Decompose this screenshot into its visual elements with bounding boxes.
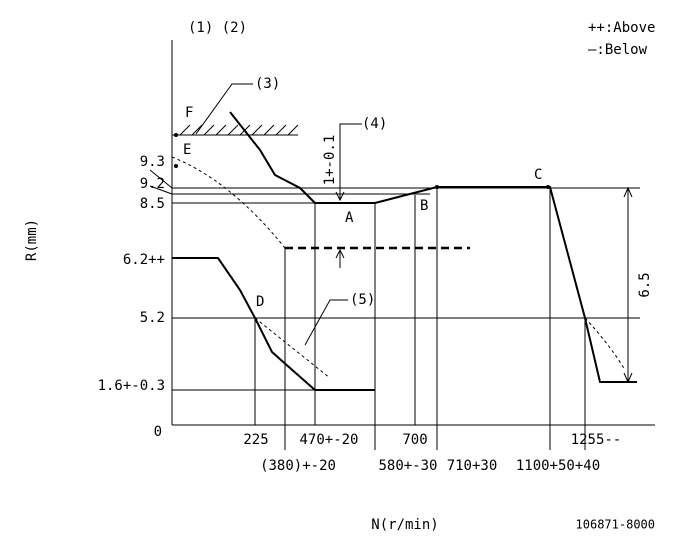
refs: (1) (2) — [188, 20, 247, 36]
y-label: 9.2 — [140, 176, 165, 192]
x-label: 1100+50+40 — [516, 458, 600, 474]
point-label: C — [534, 167, 542, 183]
legend-below: —:Below — [588, 42, 648, 58]
y-label: 6.2++ — [123, 252, 165, 268]
point-label: A — [345, 210, 354, 226]
x-label: 225 — [243, 432, 268, 448]
point-label: E — [183, 142, 191, 158]
x-label: 710+30 — [447, 458, 498, 474]
point-label: B — [420, 198, 428, 214]
legend-above: ++:Above — [588, 20, 655, 36]
y-label: 1.6+-0.3 — [98, 378, 165, 394]
x-label: 580+-30 — [378, 458, 437, 474]
x-label: (380)+-20 — [260, 458, 336, 474]
point-label: F — [185, 105, 193, 121]
y-axis-label: R(mm) — [24, 219, 40, 261]
x-label: 700 — [402, 432, 427, 448]
origin-label: 0 — [154, 424, 162, 440]
stroke-label: 6.5 — [637, 272, 653, 297]
y-label: 8.5 — [140, 196, 165, 212]
x-axis-label: N(r/min) — [371, 517, 438, 533]
gap-label: 1+-0.1 — [322, 135, 338, 186]
y-label: 9.3 — [140, 154, 165, 170]
drawing-number: 106871-8000 — [576, 518, 655, 532]
y-label: 5.2 — [140, 310, 165, 326]
x-label: 1255-- — [571, 432, 622, 448]
lines — [149, 40, 655, 450]
callout: (3) — [255, 76, 280, 92]
callout: (4) — [362, 116, 387, 132]
x-label: 470+-20 — [299, 432, 358, 448]
callout: (5) — [350, 292, 375, 308]
point-label: D — [256, 294, 264, 310]
